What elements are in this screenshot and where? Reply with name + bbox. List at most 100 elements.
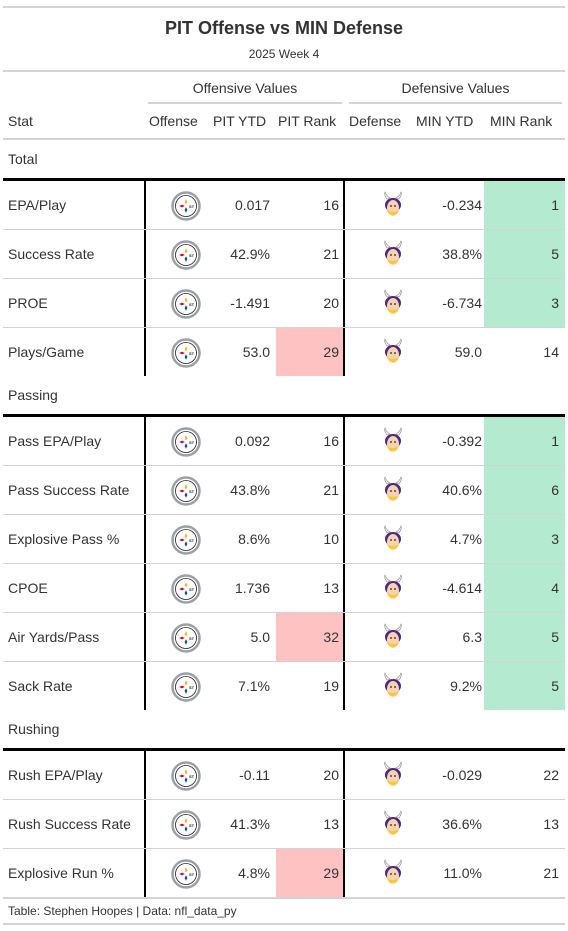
stat-name: PROE: [8, 295, 48, 311]
min-rank-value: 14: [543, 344, 559, 360]
pit-rank-value: 20: [323, 295, 339, 311]
vikings-logo-icon: [378, 191, 408, 221]
min-rank-value: 13: [543, 816, 559, 832]
table-row: Pass EPA/Play ST 0.092 16 -0.392 1: [3, 417, 565, 466]
steelers-logo-icon: ST: [171, 810, 201, 840]
offense-divider: [144, 751, 146, 799]
steelers-logo-icon: ST: [171, 672, 201, 702]
offense-spanner: Offensive Values: [148, 72, 342, 104]
pit-rank-value: 29: [323, 865, 339, 881]
offense-divider: [144, 417, 146, 465]
pit-ytd-value: 8.6%: [238, 531, 270, 547]
steelers-logo-icon: ST: [171, 859, 201, 889]
stat-name: Rush Success Rate: [8, 816, 131, 832]
min-ytd-value: 40.6%: [442, 482, 482, 498]
pit-rank-highlight: [276, 849, 343, 897]
pit-ytd-value: 4.8%: [238, 865, 270, 881]
pit-rank-value: 20: [323, 767, 339, 783]
table-row: EPA/Play ST 0.017 16 -0.234 1: [3, 181, 565, 230]
stat-name: Air Yards/Pass: [8, 629, 100, 645]
table-row: Explosive Run % ST 4.8% 29 11.0% 21: [3, 849, 565, 897]
row-group-label: Passing: [8, 387, 58, 403]
table-body: Total EPA/Play ST 0.017 16 -0.234 1 Success Rat…: [3, 140, 565, 897]
stat-name: Explosive Pass %: [8, 531, 120, 547]
svg-text:ST: ST: [189, 872, 195, 877]
pit-ytd-value: 53.0: [242, 344, 270, 360]
group-rule: [3, 414, 565, 417]
defense-divider: [343, 613, 345, 661]
min-rank-value: 6: [551, 482, 559, 498]
min-rank-highlight: [484, 662, 565, 710]
vikings-logo-icon: [378, 240, 408, 270]
defense-divider: [343, 751, 345, 799]
offense-divider: [144, 849, 146, 897]
svg-text:ST: ST: [189, 489, 195, 494]
defense-divider: [343, 849, 345, 897]
steelers-logo-icon: ST: [171, 525, 201, 555]
svg-text:ST: ST: [189, 204, 195, 209]
min-ytd-value: 9.2%: [450, 678, 482, 694]
footer-rule: [3, 897, 565, 899]
steelers-logo-icon: ST: [171, 476, 201, 506]
table-title: PIT Offense vs MIN Defense: [164, 18, 404, 38]
min-ytd-value: 38.8%: [442, 246, 482, 262]
pit-ytd-value: 5.0: [250, 629, 270, 645]
col-min-ytd: MIN YTD: [416, 113, 474, 129]
min-rank-value: 3: [551, 531, 559, 547]
col-defense: Defense: [349, 113, 402, 129]
min-ytd-value: 59.0: [454, 344, 482, 360]
comparison-table: PIT Offense vs MIN Defense 2025 Week 4 O…: [3, 6, 565, 925]
min-rank-value: 21: [543, 865, 559, 881]
stat-name: EPA/Play: [8, 197, 67, 213]
steelers-logo-icon: ST: [171, 289, 201, 319]
vikings-logo-icon: [378, 476, 408, 506]
offense-divider: [144, 279, 146, 327]
min-ytd-value: -4.614: [442, 580, 482, 596]
min-rank-value: 1: [551, 433, 559, 449]
min-rank-highlight: [484, 613, 565, 661]
defense-divider: [343, 800, 345, 848]
min-ytd-value: -0.234: [442, 197, 482, 213]
min-rank-highlight: [484, 564, 565, 612]
pit-ytd-value: -0.11: [239, 767, 270, 783]
stat-name: Success Rate: [8, 246, 95, 262]
svg-text:ST: ST: [189, 685, 195, 690]
table-row: Rush EPA/Play ST -0.11 20 -0.029 22: [3, 751, 565, 800]
pit-ytd-value: -1.491: [230, 295, 270, 311]
pit-rank-value: 21: [323, 246, 339, 262]
svg-text:ST: ST: [189, 774, 195, 779]
min-rank-value: 5: [551, 246, 559, 262]
column-header-rule: [3, 138, 565, 140]
offense-divider: [144, 181, 146, 229]
offense-divider: [144, 230, 146, 278]
svg-text:ST: ST: [189, 351, 195, 356]
min-ytd-value: 4.7%: [450, 531, 482, 547]
pit-rank-value: 32: [323, 629, 339, 645]
table-row: Explosive Pass % ST 8.6% 10 4.7% 3: [3, 515, 565, 564]
pit-ytd-value: 0.092: [234, 433, 270, 449]
col-pit-ytd: PIT YTD: [213, 113, 267, 129]
min-rank-highlight: [484, 230, 565, 278]
steelers-logo-icon: ST: [171, 427, 201, 457]
stat-name: CPOE: [8, 580, 48, 596]
col-pit-rank: PIT Rank: [278, 113, 337, 129]
pit-rank-value: 10: [323, 531, 339, 547]
pit-rank-highlight: [276, 328, 343, 376]
row-group-label: Total: [8, 151, 38, 167]
vikings-logo-icon: [378, 525, 408, 555]
min-ytd-value: 11.0%: [443, 865, 482, 881]
offense-spanner-label: Offensive Values: [192, 80, 298, 96]
svg-text:ST: ST: [189, 253, 195, 258]
min-ytd-value: 6.3: [462, 629, 482, 645]
pit-ytd-value: 0.017: [234, 197, 270, 213]
vikings-logo-icon: [378, 289, 408, 319]
steelers-logo-icon: ST: [171, 574, 201, 604]
svg-text:ST: ST: [189, 587, 195, 592]
stat-name: Pass Success Rate: [8, 482, 130, 498]
vikings-logo-icon: [378, 761, 408, 791]
defense-divider: [343, 466, 345, 514]
table-row: CPOE ST 1.736 13 -4.614 4: [3, 564, 565, 613]
pit-rank-highlight: [276, 613, 343, 661]
defense-divider: [343, 279, 345, 327]
vikings-logo-icon: [378, 810, 408, 840]
